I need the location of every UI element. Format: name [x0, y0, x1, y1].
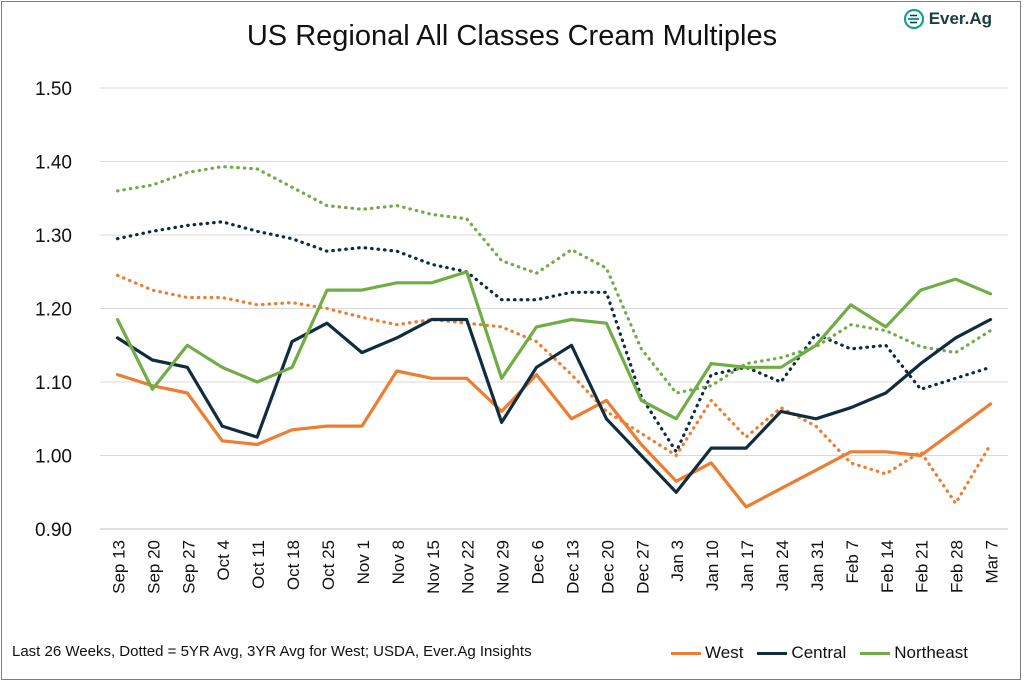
y-tick-label: 1.00: [35, 447, 72, 468]
x-tick-label: Oct 18: [284, 540, 303, 590]
legend-label: Central: [791, 643, 847, 662]
average-dotted-line: [115, 220, 993, 454]
x-tick-label: Nov 8: [389, 540, 408, 584]
x-tick-label: Feb 21: [913, 540, 932, 593]
x-tick-label: Dec 27: [633, 540, 652, 594]
x-tick-label: Mar 7: [983, 540, 1002, 583]
chart-legend: West Central Northeast: [671, 643, 982, 663]
y-tick-label: 1.30: [35, 226, 72, 247]
legend-swatch: [860, 651, 891, 655]
legend-item-west: West: [671, 643, 743, 663]
x-tick-label: Feb 7: [843, 540, 862, 583]
northeast-solid-line: [115, 270, 993, 421]
chart-title: US Regional All Classes Cream Multiples: [246, 20, 778, 52]
x-tick-label: Dec 13: [563, 540, 582, 594]
x-tick-label: Jan 24: [773, 540, 792, 591]
average-dotted-line: [115, 165, 993, 395]
source-footnote: Last 26 Weeks, Dotted = 5YR Avg, 3YR Avg…: [12, 643, 532, 660]
central-solid-line: [115, 317, 993, 494]
y-axis-labels: 0.90 1.00 1.10 1.20 1.30 1.40 1.50: [35, 79, 72, 541]
legend-swatch: [671, 651, 701, 655]
x-tick-label: Oct 25: [319, 540, 338, 590]
x-tick-label: Dec 6: [529, 540, 548, 584]
legend-label: Northeast: [894, 643, 968, 662]
x-tick-label: Nov 22: [459, 540, 478, 594]
y-tick-label: 0.90: [35, 520, 72, 541]
x-tick-label: Jan 17: [738, 540, 757, 591]
brand-logo: Ever.Ag: [903, 9, 992, 29]
x-axis-labels: Sep 13 Sep 20 Sep 27 Oct 4 Oct 11 Oct 18 Oct 2…: [109, 540, 1001, 594]
x-tick-label: Sep 20: [144, 540, 163, 594]
x-tick-label: Jan 31: [808, 540, 827, 591]
x-tick-label: Nov 29: [494, 540, 513, 594]
y-tick-label: 1.10: [35, 373, 72, 394]
x-tick-label: Nov 15: [424, 540, 443, 594]
legend-swatch: [757, 651, 788, 655]
x-tick-label: Jan 10: [703, 540, 722, 591]
brand-name: Ever.Ag: [928, 9, 992, 28]
x-tick-label: Dec 20: [598, 540, 617, 594]
ever-ag-logo-icon: [903, 9, 924, 29]
x-tick-label: Feb 14: [878, 540, 897, 593]
west-solid-line: [115, 369, 993, 509]
legend-item-central: Central: [757, 643, 846, 663]
y-tick-label: 1.50: [35, 79, 72, 100]
legend-label: West: [705, 643, 744, 662]
series-lines: [115, 165, 993, 509]
x-tick-label: Sep 13: [109, 540, 128, 594]
x-tick-label: Sep 27: [179, 540, 198, 594]
y-tick-label: 1.20: [35, 300, 72, 321]
x-tick-label: Feb 28: [948, 540, 967, 593]
legend-item-northeast: Northeast: [860, 643, 968, 663]
x-tick-label: Oct 11: [249, 540, 268, 589]
x-tick-label: Oct 4: [214, 540, 233, 581]
y-tick-label: 1.40: [35, 153, 72, 174]
x-tick-label: Nov 1: [354, 540, 373, 584]
x-tick-label: Jan 3: [668, 540, 687, 582]
grid-lines: [100, 87, 1008, 530]
